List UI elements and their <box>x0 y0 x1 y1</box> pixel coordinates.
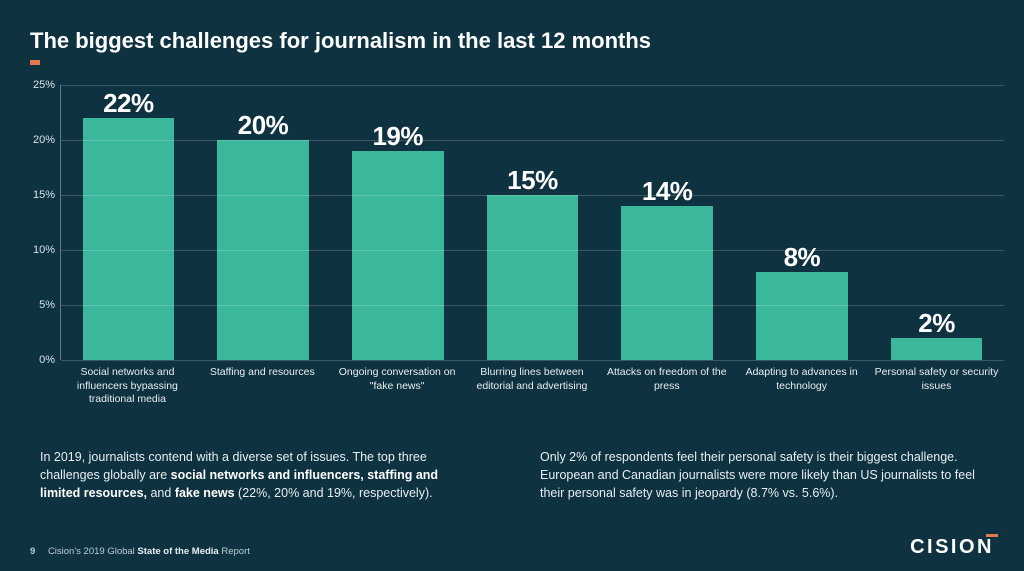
chart-bar: 8% <box>738 85 865 360</box>
footer-text: Cision's 2019 Global State of the Media … <box>48 546 250 557</box>
chart-gridline: 20% <box>61 140 1004 141</box>
chart-y-tick-label: 20% <box>33 134 61 146</box>
chart-y-tick-label: 15% <box>33 189 61 201</box>
chart-bar-value-label: 19% <box>372 123 423 149</box>
chart-x-tick-label: Blurring lines between editorial and adv… <box>468 360 595 415</box>
chart-gridline: 10% <box>61 250 1004 251</box>
chart-y-tick-label: 25% <box>33 79 61 91</box>
chart-x-tick-label: Personal safety or security issues <box>873 360 1000 415</box>
chart-bar: 2% <box>873 85 1000 360</box>
bar-chart: 22%20%19%15%14%8%2% 0%5%10%15%20%25% Soc… <box>20 85 1004 415</box>
chart-bar-value-label: 14% <box>642 178 693 204</box>
body-paragraph-left: In 2019, journalists contend with a dive… <box>40 448 480 502</box>
chart-bar-value-label: 22% <box>103 90 154 116</box>
chart-y-tick-label: 10% <box>33 244 61 256</box>
page-number: 9 <box>30 546 35 557</box>
footer: 9 Cision's 2019 Global State of the Medi… <box>30 546 250 557</box>
chart-bar-rect <box>487 195 579 360</box>
chart-bar: 15% <box>469 85 596 360</box>
cision-logo: CISION <box>910 536 994 559</box>
chart-plot-area: 22%20%19%15%14%8%2% 0%5%10%15%20%25% <box>60 85 1004 360</box>
chart-x-tick-label: Social networks and influencers bypassin… <box>64 360 191 415</box>
title-accent <box>30 60 40 65</box>
chart-bars: 22%20%19%15%14%8%2% <box>61 85 1004 360</box>
chart-bar-rect <box>352 151 444 360</box>
chart-gridline: 25% <box>61 85 1004 86</box>
chart-y-tick-label: 5% <box>39 299 61 311</box>
chart-gridline: 5% <box>61 305 1004 306</box>
chart-bar-value-label: 2% <box>918 310 955 336</box>
chart-x-tick-label: Ongoing conversation on "fake news" <box>333 360 460 415</box>
chart-x-tick-label: Adapting to advances in technology <box>738 360 865 415</box>
chart-bar: 20% <box>199 85 326 360</box>
chart-bar-value-label: 20% <box>238 112 289 138</box>
body-paragraph-right: Only 2% of respondents feel their person… <box>540 448 990 502</box>
chart-bar-rect <box>891 338 983 360</box>
chart-bar-value-label: 8% <box>784 244 821 270</box>
chart-bar-rect <box>756 272 848 360</box>
chart-bar: 22% <box>65 85 192 360</box>
chart-gridline: 15% <box>61 195 1004 196</box>
chart-y-tick-label: 0% <box>39 354 61 366</box>
chart-x-tick-label: Attacks on freedom of the press <box>603 360 730 415</box>
chart-bar-value-label: 15% <box>507 167 558 193</box>
chart-bar-rect <box>83 118 175 360</box>
chart-bar: 19% <box>334 85 461 360</box>
chart-bar: 14% <box>604 85 731 360</box>
chart-bar-rect <box>621 206 713 360</box>
chart-x-labels: Social networks and influencers bypassin… <box>60 360 1004 415</box>
page-title: The biggest challenges for journalism in… <box>30 28 651 54</box>
chart-x-tick-label: Staffing and resources <box>199 360 326 415</box>
